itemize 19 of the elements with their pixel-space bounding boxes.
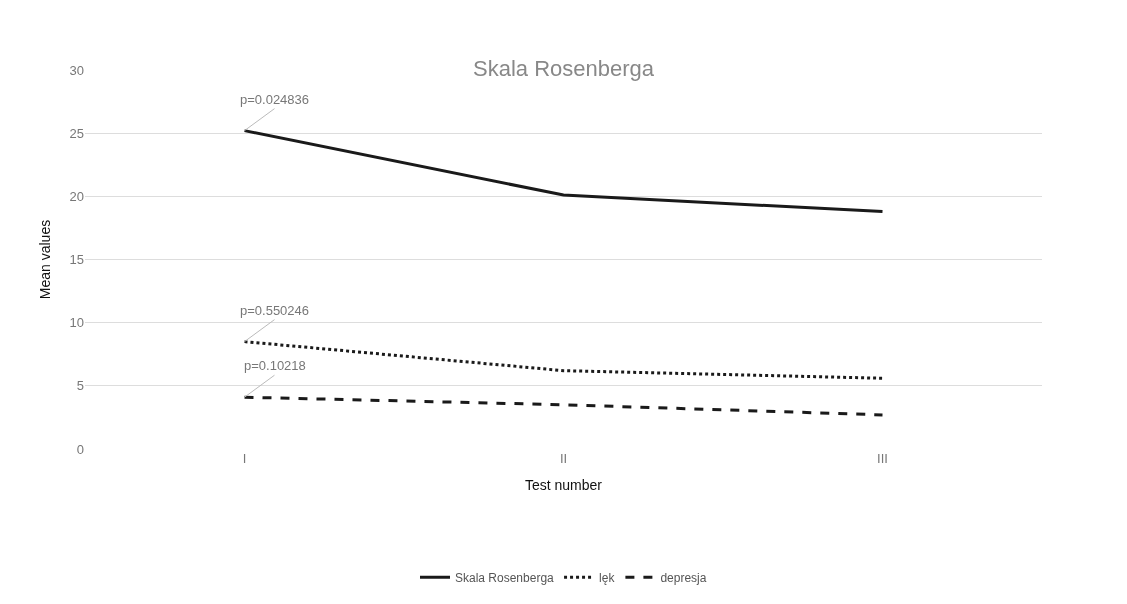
annotation: p=0.10218 — [244, 358, 306, 373]
y-axis-title: Mean values — [37, 219, 54, 300]
x-tick-label: I — [242, 451, 247, 466]
annotation: p=0.024836 — [240, 92, 310, 107]
chart-title: Skala Rosenberga — [472, 55, 655, 81]
y-tick-label: 0 — [76, 441, 84, 457]
y-tick-label: 20 — [69, 188, 84, 204]
legend-label: Skala Rosenberga — [455, 570, 555, 585]
y-tick-label: 10 — [69, 315, 84, 331]
y-tick-label: 30 — [69, 62, 84, 78]
y-tick-label: 15 — [69, 252, 84, 268]
legend-label: lęk — [599, 570, 616, 585]
y-tick-label: 25 — [69, 125, 84, 141]
x-tick-label: III — [877, 451, 888, 466]
x-tick-label: II — [559, 451, 568, 466]
x-axis-title: Test number — [524, 477, 603, 494]
annotation: p=0.550246 — [240, 303, 310, 318]
legend-label: depresja — [660, 570, 707, 585]
y-tick-label: 5 — [76, 378, 84, 394]
